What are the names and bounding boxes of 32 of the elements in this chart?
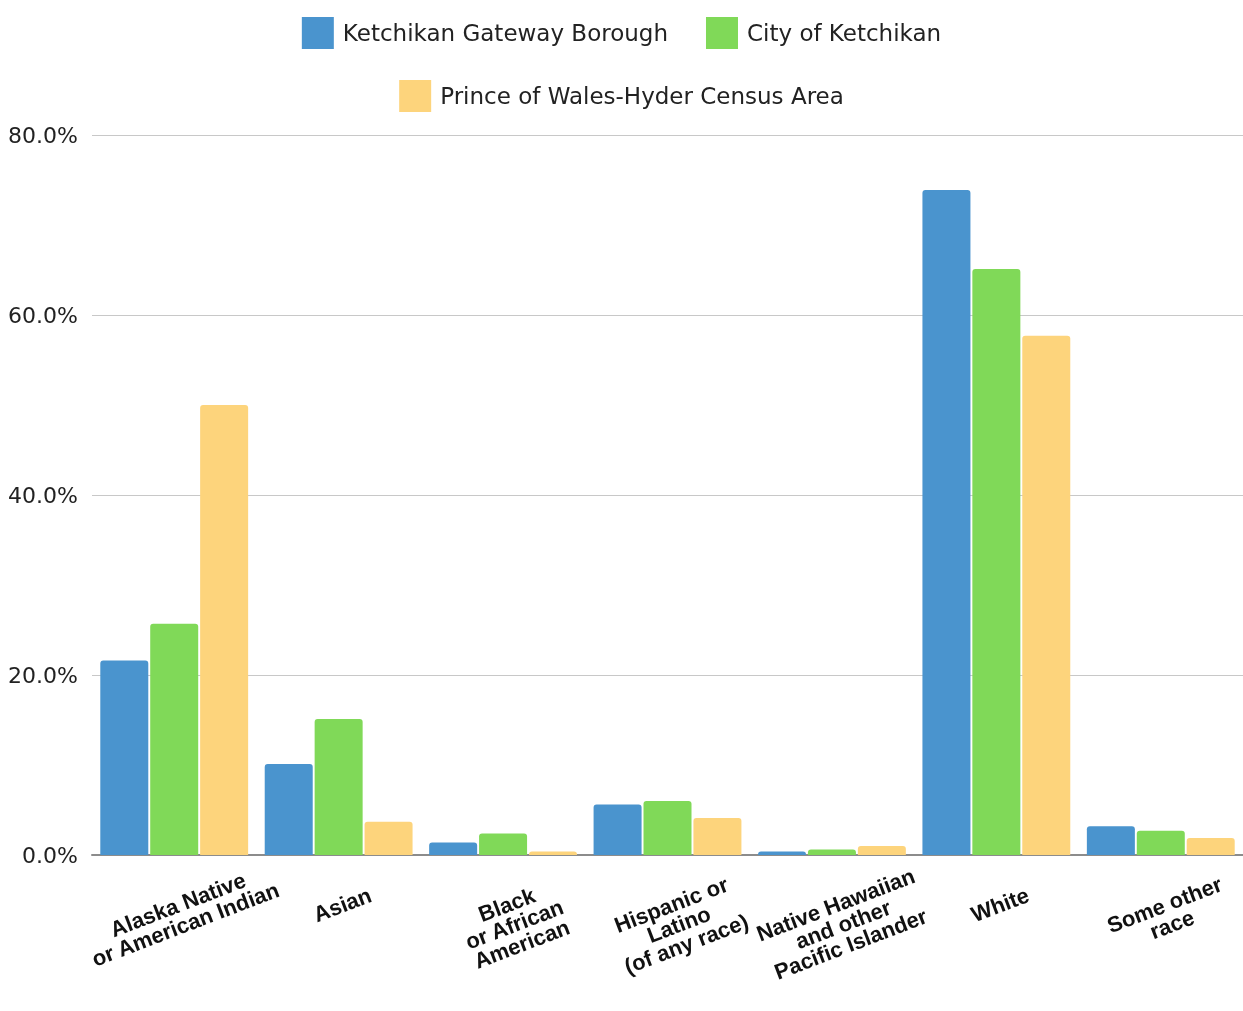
x-tick-label: Asian (309, 882, 375, 928)
y-tick-label: 60.0% (8, 302, 78, 328)
bar (150, 623, 199, 855)
bar (528, 851, 577, 855)
bar (364, 821, 413, 855)
bar (200, 405, 249, 855)
bar (100, 660, 149, 855)
y-tick-label: 80.0% (8, 122, 78, 148)
bar (479, 833, 528, 855)
bar (643, 801, 692, 855)
y-tick-label: 40.0% (8, 482, 78, 508)
bar (1086, 826, 1135, 855)
x-tick-label: White (967, 882, 1033, 928)
bar (1022, 335, 1071, 855)
y-tick-label: 0.0% (22, 842, 78, 868)
bar (1186, 837, 1235, 855)
y-tick-label: 20.0% (8, 662, 78, 688)
bar (807, 849, 856, 855)
bar (593, 804, 642, 855)
legend-label: Prince of Wales-Hyder Census Area (440, 83, 844, 109)
bar (758, 851, 807, 855)
bar (429, 842, 478, 855)
bar (1136, 830, 1185, 855)
bar (264, 764, 313, 855)
legend-label: City of Ketchikan (746, 20, 942, 46)
x-tick-label: Some other race (1103, 871, 1226, 945)
bar (314, 719, 363, 855)
bar (857, 846, 906, 855)
legend-label: Ketchikan Gateway Borough (342, 20, 668, 46)
bar (693, 818, 742, 855)
bar (972, 269, 1021, 855)
bar (922, 189, 971, 855)
